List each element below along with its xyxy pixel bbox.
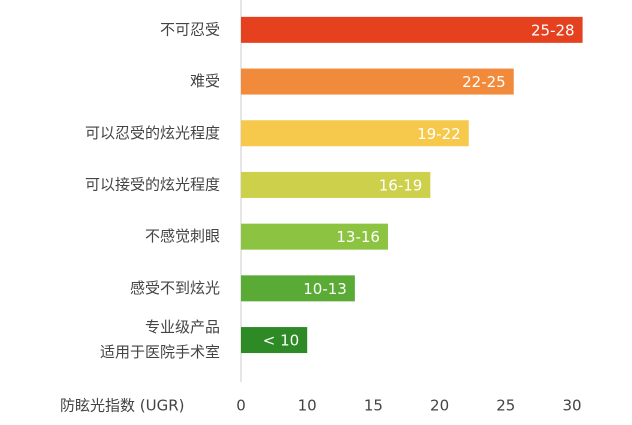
y-tick-label: 不可忍受 xyxy=(160,20,220,38)
value-label: 22-25 xyxy=(462,73,506,91)
value-label: 13-16 xyxy=(336,228,380,246)
value-label: 10-13 xyxy=(303,280,347,298)
x-tick-label: 25 xyxy=(496,397,515,415)
x-axis-label: 防眩光指数 (UGR) xyxy=(60,397,185,415)
bar xyxy=(241,120,469,147)
value-label: 19-22 xyxy=(417,125,461,143)
y-tick-label: 适用于医院手术室 xyxy=(100,343,220,361)
y-tick-label: 感受不到炫光 xyxy=(130,279,220,297)
y-tick-label: 可以接受的炫光程度 xyxy=(85,175,220,193)
bar xyxy=(241,327,308,354)
x-tick-label: 20 xyxy=(430,397,449,415)
bar xyxy=(241,68,514,95)
x-tick-label: 10 xyxy=(298,397,317,415)
bar xyxy=(241,16,583,43)
x-tick-label: 30 xyxy=(562,397,581,415)
y-tick-label: 不感觉刺眼 xyxy=(145,227,220,245)
bar xyxy=(241,171,431,198)
x-tick-label: 0 xyxy=(236,397,246,415)
value-label: < 10 xyxy=(263,332,299,350)
value-label: 25-28 xyxy=(531,21,575,39)
value-label: 16-19 xyxy=(379,176,423,194)
y-tick-label: 难受 xyxy=(190,72,220,90)
bar xyxy=(241,275,355,302)
x-tick-label: 15 xyxy=(364,397,383,415)
y-tick-label: 可以忍受的炫光程度 xyxy=(85,124,220,142)
y-tick-label: 专业级产品 xyxy=(145,318,220,336)
bar xyxy=(241,223,388,250)
